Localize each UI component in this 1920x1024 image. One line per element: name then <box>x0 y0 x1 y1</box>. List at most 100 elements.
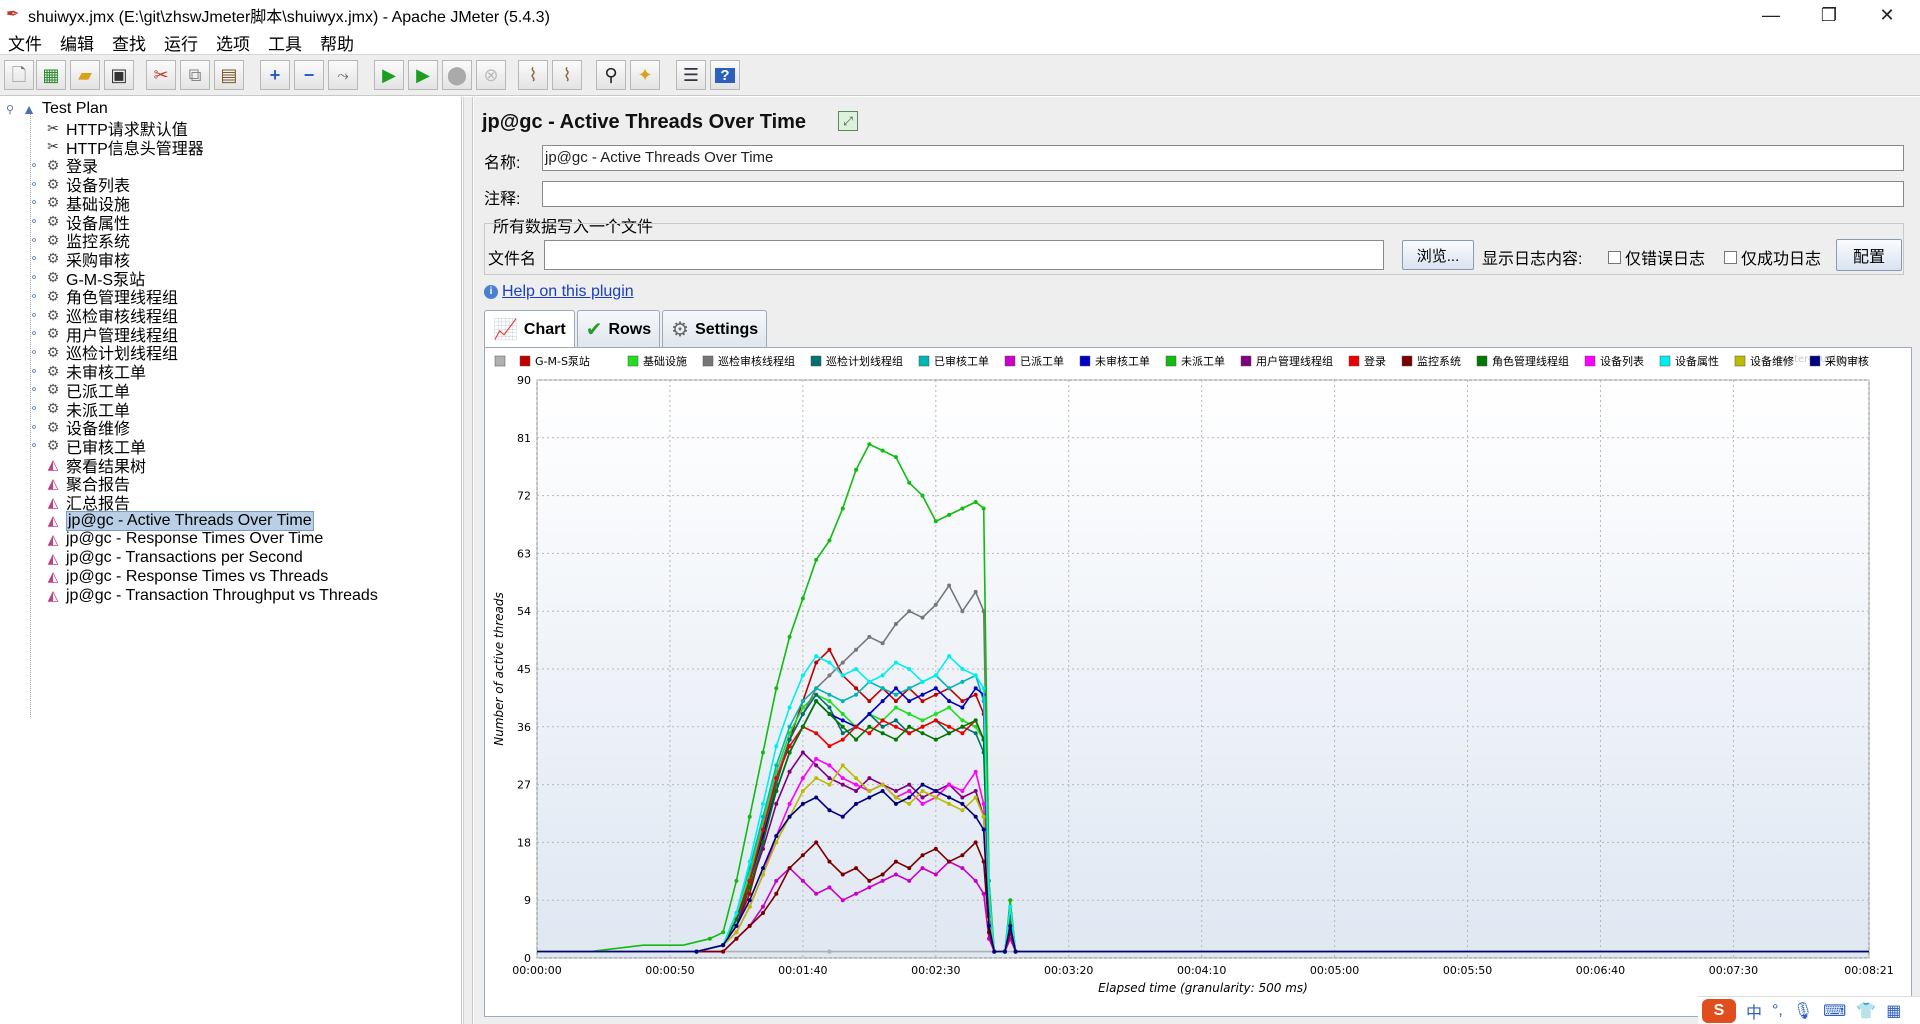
tree-item[interactable]: ◭ 汇总报告 <box>28 491 130 514</box>
sogou-logo-icon[interactable]: S <box>1702 998 1736 1023</box>
stop-icon[interactable]: ⬤ <box>442 60 472 90</box>
tree-root[interactable]: ⚲ ▲ Test Plan <box>4 98 108 120</box>
tree-item[interactable]: ✂ HTTP信息头管理器 <box>28 136 204 158</box>
success-only-checkbox[interactable]: 仅成功日志 <box>1724 245 1821 269</box>
tree-item[interactable]: ⚬ ⚙ 登录 <box>28 154 99 177</box>
ime-skin-icon[interactable]: 👕 <box>1856 1002 1877 1020</box>
expand-handle-icon[interactable]: ⚬ <box>29 384 39 397</box>
menu-edit[interactable]: 编辑 <box>60 34 94 54</box>
expand-handle-icon[interactable]: ⚬ <box>29 216 39 228</box>
minimize-icon[interactable]: — <box>1762 4 1780 25</box>
open-icon[interactable]: ▰ <box>70 60 100 90</box>
copy-icon[interactable]: ⧉ <box>180 60 210 90</box>
tab-rows[interactable]: ✔ Rows <box>576 310 661 348</box>
tab-settings[interactable]: ⚙ Settings <box>662 310 768 348</box>
menu-help[interactable]: 帮助 <box>320 34 354 54</box>
expand-handle-icon[interactable]: ⚬ <box>29 290 39 303</box>
clear-all-icon[interactable]: ⌇ <box>552 60 582 90</box>
help-link-label[interactable]: Help on this plugin <box>502 283 634 300</box>
expand-handle-icon[interactable]: ⚬ <box>29 346 39 359</box>
menu-tools[interactable]: 工具 <box>268 34 302 54</box>
save-icon[interactable]: ▣ <box>104 60 134 90</box>
filename-input[interactable] <box>544 240 1384 270</box>
toggle-icon[interactable]: ⤳ <box>328 60 358 90</box>
menu-run[interactable]: 运行 <box>164 34 198 54</box>
maximize-panel-icon[interactable]: ⤢ <box>838 111 858 131</box>
reset-search-icon[interactable]: ✦ <box>630 60 660 90</box>
expand-handle-icon[interactable]: ⚬ <box>29 178 39 191</box>
expand-handle-icon[interactable]: ⚬ <box>29 159 39 172</box>
expand-all-icon[interactable]: + <box>260 60 290 90</box>
new-icon[interactable]: 🗋 <box>4 60 34 90</box>
tree-item[interactable]: ◭ jp@gc - Transactions per Second <box>28 547 303 569</box>
pane-splitter[interactable] <box>463 97 473 1024</box>
tree-item[interactable]: ◭ 聚合报告 <box>28 472 130 495</box>
help-icon[interactable]: ? <box>710 60 740 90</box>
cut-icon[interactable]: ✂ <box>146 60 176 90</box>
configure-button[interactable]: 配置 <box>1836 239 1902 271</box>
expand-handle-icon[interactable]: ⚬ <box>29 309 39 322</box>
expand-handle-icon[interactable]: ⚬ <box>29 272 39 285</box>
tab-chart[interactable]: 📈 Chart <box>484 310 575 348</box>
tree-item[interactable]: ◭ jp@gc - Response Times vs Threads <box>28 566 329 588</box>
tree-item[interactable]: ⚬ ⚙ 巡检计划线程组 <box>28 341 178 364</box>
tree-item[interactable]: ⚬ ⚙ 角色管理线程组 <box>28 285 178 308</box>
start-icon[interactable]: ▶ <box>374 60 404 90</box>
gear-icon: ⚙ <box>46 156 60 173</box>
ime-toolbox-icon[interactable]: ▦ <box>1886 1002 1902 1020</box>
ime-keyboard-icon[interactable]: ⌨ <box>1823 1002 1847 1020</box>
tree-item[interactable]: ◭ jp@gc - Response Times Over Time <box>28 528 324 550</box>
tree-item[interactable]: ⚬ ⚙ 巡检审核线程组 <box>28 304 178 327</box>
browse-button[interactable]: 浏览... <box>1402 240 1474 270</box>
expand-handle-icon[interactable]: ⚬ <box>29 328 39 341</box>
clear-icon[interactable]: ⌇ <box>518 60 548 90</box>
start-no-pause-icon[interactable]: ▶ <box>408 60 438 90</box>
tree-item[interactable]: ⚬ ⚙ 未派工单 <box>28 398 130 420</box>
expand-handle-icon[interactable]: ⚬ <box>29 421 39 434</box>
tree-item[interactable]: ⚬ ⚙ 监控系统 <box>28 229 130 252</box>
checkbox-icon[interactable] <box>1608 250 1621 264</box>
ime-mic-icon[interactable]: 🎙 <box>1792 1002 1814 1020</box>
tree-item[interactable]: ⚬ ⚙ 设备维修 <box>28 416 130 439</box>
comment-input[interactable] <box>542 181 1904 207</box>
tree-item[interactable]: ⚬ ⚙ 基础设施 <box>28 192 130 214</box>
tree-item[interactable]: ⚬ ⚙ 已审核工单 <box>28 435 146 457</box>
tree-item[interactable]: ⚬ ⚙ 已派工单 <box>28 379 130 401</box>
expand-handle-icon[interactable]: ⚬ <box>29 197 39 210</box>
expand-handle-icon[interactable]: ⚬ <box>29 440 39 453</box>
ime-punctuation-icon[interactable]: °, <box>1772 1001 1783 1019</box>
menu-options[interactable]: 选项 <box>216 34 250 54</box>
search-icon[interactable]: ⚲ <box>596 60 626 90</box>
help-link[interactable]: i Help on this plugin <box>484 283 634 301</box>
function-helper-icon[interactable]: ☰ <box>676 60 706 90</box>
expand-handle-icon[interactable]: ⚬ <box>29 365 39 378</box>
errors-only-checkbox[interactable]: 仅错误日志 <box>1608 245 1705 269</box>
tree-item[interactable]: ◭ jp@gc - Active Threads Over Time <box>28 510 314 532</box>
tree-item-label: 登录 <box>66 159 99 177</box>
expand-handle-icon[interactable]: ⚲ <box>5 103 15 116</box>
ime-chinese-mode-icon[interactable]: 中 <box>1746 1004 1763 1022</box>
tree-item[interactable]: ⚬ ⚙ 采购审核 <box>28 248 130 270</box>
tree-item[interactable]: ◭ 察看结果树 <box>28 454 146 476</box>
name-input[interactable]: jp@gc - Active Threads Over Time <box>542 145 1904 171</box>
paste-icon[interactable]: ▤ <box>214 60 244 90</box>
tree-item[interactable]: ⚬ ⚙ 用户管理线程组 <box>28 323 178 345</box>
close-icon[interactable]: ✕ <box>1879 4 1895 25</box>
tree-item[interactable]: ✂ HTTP请求默认值 <box>28 117 188 140</box>
templates-icon[interactable]: ▦ <box>36 60 66 90</box>
tree-item[interactable]: ◭ jp@gc - Transaction Throughput vs Threa… <box>28 585 378 607</box>
menu-search[interactable]: 查找 <box>112 34 146 54</box>
expand-handle-icon[interactable]: ⚬ <box>29 403 39 415</box>
maximize-icon[interactable]: ❐ <box>1820 4 1838 25</box>
tree-item[interactable]: ⚬ ⚙ 设备列表 <box>28 173 130 196</box>
expand-handle-icon[interactable]: ⚬ <box>29 234 39 247</box>
tree-item[interactable]: ⚬ ⚙ 未审核工单 <box>28 360 146 383</box>
tree-item[interactable]: ⚬ ⚙ G-M-S泵站 <box>28 267 145 289</box>
legend-swatch <box>702 355 714 367</box>
tree-item[interactable]: ⚬ ⚙ 设备属性 <box>28 211 130 233</box>
checkbox-icon[interactable] <box>1724 250 1737 264</box>
menu-file[interactable]: 文件 <box>8 34 42 54</box>
collapse-all-icon[interactable]: − <box>294 60 324 90</box>
shutdown-icon[interactable]: ⊗ <box>476 60 506 90</box>
expand-handle-icon[interactable]: ⚬ <box>29 253 39 266</box>
